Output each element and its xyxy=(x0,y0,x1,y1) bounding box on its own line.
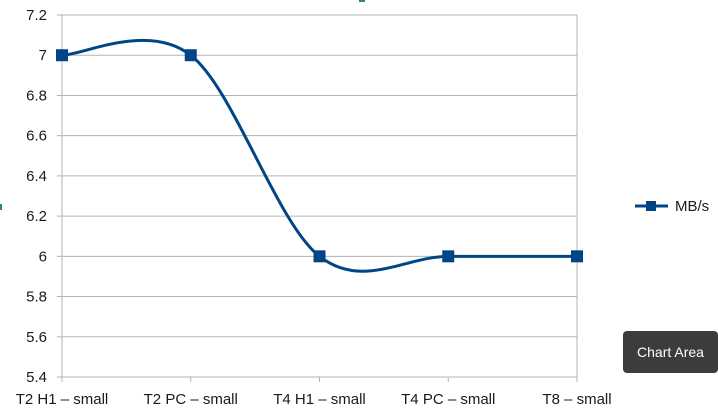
x-tick-label: T8 – small xyxy=(542,391,611,408)
edge-marker-left xyxy=(0,204,2,210)
data-point-marker xyxy=(571,250,583,263)
legend-label: MB/s xyxy=(675,198,709,215)
edge-marker-top xyxy=(359,0,365,2)
x-tick-label: T2 H1 – small xyxy=(16,391,109,408)
axes xyxy=(57,14,578,382)
x-tick-label: T2 PC – small xyxy=(144,391,238,408)
y-tick-labels: 5.4 5.6 5.8 6 6.2 6.4 6.6 6.8 7 7.2 xyxy=(26,7,47,386)
y-tick-label: 5.4 xyxy=(26,369,47,386)
y-tick-label: 7 xyxy=(39,47,47,64)
data-point-marker xyxy=(313,250,326,263)
y-tick-label: 6.6 xyxy=(26,128,47,145)
y-tick-label: 7.2 xyxy=(26,7,47,24)
chart-area-tooltip: Chart Area xyxy=(623,331,718,373)
y-tick-label: 6.2 xyxy=(26,208,47,225)
y-tick-label: 5.6 xyxy=(26,329,47,346)
y-tick-label: 6 xyxy=(39,248,47,265)
y-tick-label: 6.4 xyxy=(26,168,47,185)
gridlines xyxy=(62,14,577,378)
x-tick-labels: T2 H1 – small T2 PC – small T4 H1 – small T… xyxy=(16,391,612,408)
series-line xyxy=(61,38,577,273)
data-point-marker xyxy=(184,49,197,62)
x-tick-label: T4 PC – small xyxy=(401,391,495,408)
legend-marker xyxy=(646,201,656,211)
data-point-marker xyxy=(442,250,455,263)
x-tick-label: T4 H1 – small xyxy=(273,391,366,408)
y-tick-label: 5.8 xyxy=(26,289,47,306)
data-point-marker xyxy=(56,49,68,62)
series-layer xyxy=(56,38,583,273)
y-tick-label: 6.8 xyxy=(26,87,47,104)
legend: MB/s xyxy=(635,198,709,215)
